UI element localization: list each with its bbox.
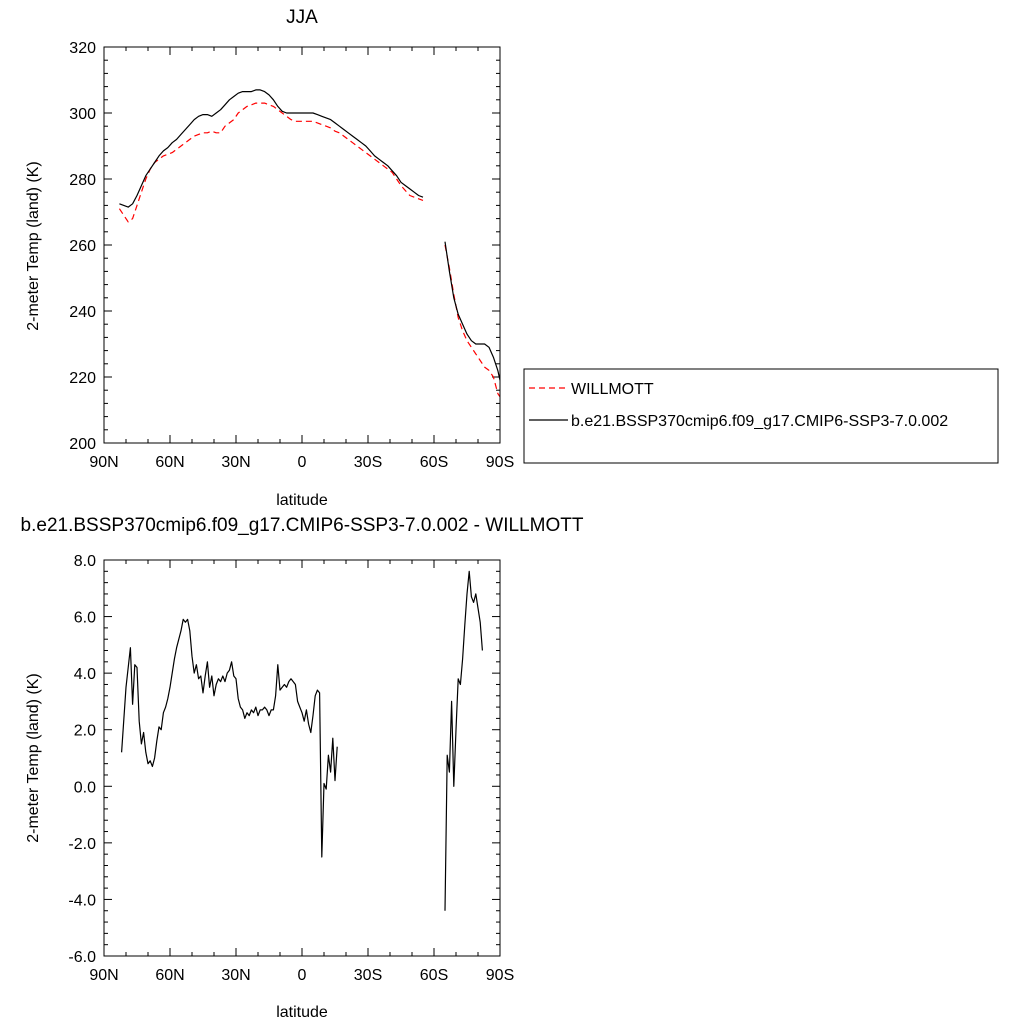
top-x-tick-label: 60S (420, 454, 448, 471)
bottom-y-tick-label: 4.0 (74, 666, 96, 683)
top-y-axis-label: 2-meter Temp (land) (K) (25, 161, 42, 331)
top-y-tick-label: 260 (69, 238, 96, 255)
top-series-line-0 (444, 244, 501, 398)
top-y-tick-label: 300 (69, 106, 96, 123)
bottom-y-tick-label: 6.0 (74, 610, 96, 627)
bottom-y-tick-label: -6.0 (68, 949, 96, 966)
top-y-tick-label: 280 (69, 172, 96, 189)
top-x-tick-label: 30S (354, 454, 382, 471)
legend-label-model: b.e21.BSSP370cmip6.f09_g17.CMIP6-SSP3-7.… (571, 413, 948, 430)
legend: WILLMOTT b.e21.BSSP370cmip6.f09_g17.CMIP… (523, 368, 999, 464)
bottom-y-axis-label: 2-meter Temp (land) (K) (25, 673, 42, 843)
bottom-plot-frame (103, 559, 501, 957)
bottom-x-tick-label: 30S (354, 967, 382, 984)
top-x-axis-label: latitude (276, 492, 328, 509)
top-chart-title: JJA (286, 7, 318, 28)
legend-label-willmott: WILLMOTT (571, 381, 654, 398)
bottom-y-tick-label: -2.0 (68, 836, 96, 853)
bottom-y-tick-label: 0.0 (74, 779, 96, 796)
top-y-tick-label: 220 (69, 370, 96, 387)
top-x-tick-label: 90N (89, 454, 118, 471)
bottom-y-tick-label: 2.0 (74, 723, 96, 740)
top-x-tick-label: 30N (221, 454, 250, 471)
legend-box (523, 368, 999, 464)
top-x-tick-label: 0 (298, 454, 307, 471)
top-panel: JJA 2-meter Temp (land) (K) latitude 90N… (25, 7, 514, 509)
bottom-x-tick-label: 90N (89, 967, 118, 984)
bottom-y-tick-label: -4.0 (68, 892, 96, 909)
bottom-x-tick-label: 0 (298, 967, 307, 984)
top-series-line-1 (444, 241, 501, 381)
bottom-plot-marks: 90N 60N 30N 0 30S 60S 90S -6.0 -4.0 -2.0 0.0 2.0 4.0… (68, 553, 514, 984)
bottom-x-tick-label: 90S (486, 967, 514, 984)
top-y-tick-label: 240 (69, 304, 96, 321)
bottom-chart-title: b.e21.BSSP370cmip6.f09_g17.CMIP6-SSP3-7.… (21, 515, 584, 536)
top-y-tick-label: 320 (69, 40, 96, 57)
top-x-tick-label: 90S (486, 454, 514, 471)
bottom-x-tick-label: 60N (155, 967, 184, 984)
bottom-panel: b.e21.BSSP370cmip6.f09_g17.CMIP6-SSP3-7.… (21, 515, 584, 1021)
bottom-series-line-0 (121, 618, 338, 858)
bottom-x-tick-label: 30N (221, 967, 250, 984)
top-y-tick-label: 200 (69, 436, 96, 453)
bottom-x-axis-label: latitude (276, 1004, 328, 1021)
bottom-x-tick-label: 60S (420, 967, 448, 984)
top-x-tick-label: 60N (155, 454, 184, 471)
top-plot-marks: 90N 60N 30N 0 30S 60S 90S 200 220 240 260 280 300 320 (69, 40, 514, 471)
top-series-line-0 (118, 102, 424, 223)
top-plot-frame (103, 46, 501, 444)
bottom-y-tick-label: 8.0 (74, 553, 96, 570)
bottom-series-line-0 (444, 570, 483, 911)
top-series-line-1 (119, 89, 424, 208)
